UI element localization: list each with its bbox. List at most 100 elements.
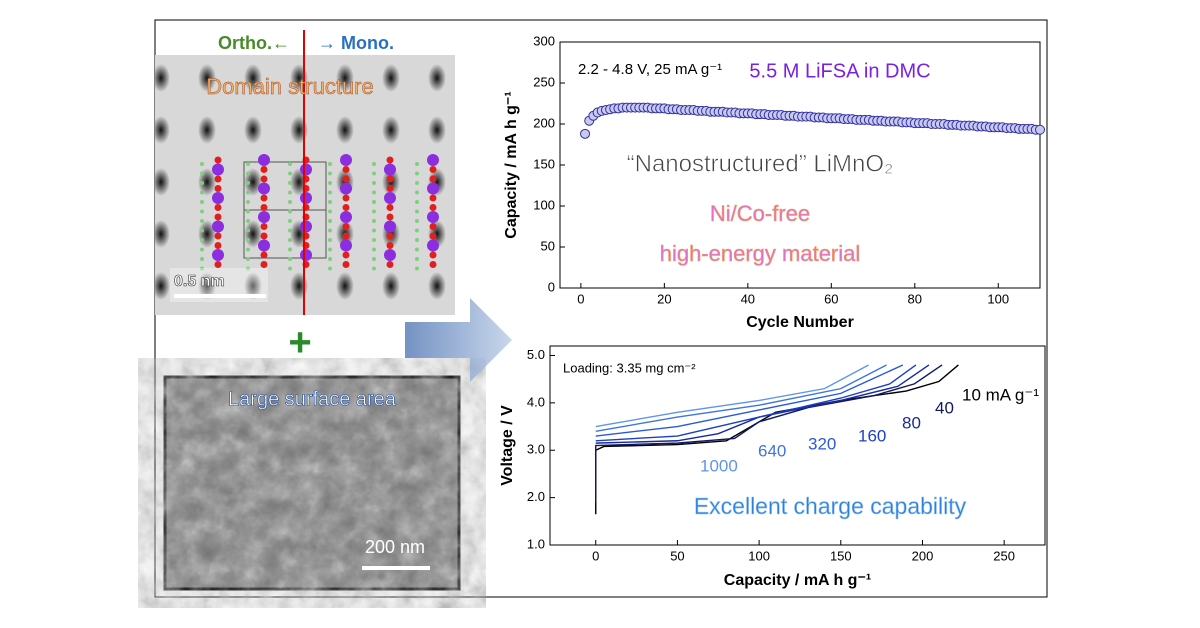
curve	[595, 364, 869, 428]
atom	[200, 238, 204, 242]
atom	[200, 209, 204, 214]
atom	[427, 211, 439, 223]
y-tick-label: 50	[541, 238, 555, 253]
atom	[372, 228, 376, 233]
atom	[300, 249, 312, 261]
scale-label: 0.5 nm	[174, 273, 225, 290]
atom	[427, 239, 439, 252]
atom	[386, 175, 394, 183]
atom	[328, 266, 332, 271]
atom	[288, 257, 292, 261]
atom	[340, 154, 352, 166]
atom	[415, 190, 419, 195]
atom	[288, 228, 292, 233]
atom	[212, 249, 224, 261]
atom	[200, 162, 204, 166]
atom	[214, 175, 222, 183]
atom	[415, 200, 419, 204]
atom	[258, 154, 270, 166]
atom	[214, 213, 222, 221]
atom	[260, 204, 268, 211]
annotation: Loading: 3.35 mg cm⁻²	[563, 360, 696, 375]
atom	[200, 219, 204, 223]
scale-label: 200 nm	[365, 537, 425, 557]
atom	[372, 200, 376, 204]
atom	[288, 200, 292, 204]
atom	[372, 266, 376, 271]
atom	[342, 251, 350, 259]
atom	[200, 257, 204, 261]
x-axis-label: Capacity / mA h g⁻¹	[724, 572, 871, 589]
atom	[214, 185, 222, 192]
annotation: “Nanostructured” LiMnO₂	[627, 150, 894, 177]
atom	[288, 162, 292, 166]
atom	[340, 211, 352, 223]
mono-label: → Mono.	[318, 33, 394, 53]
x-tick-label: 0	[592, 548, 599, 563]
atom	[328, 181, 332, 185]
atom	[415, 247, 419, 252]
atom	[429, 261, 437, 268]
atom	[386, 242, 394, 249]
atom	[342, 261, 350, 268]
annotation: 5.5 M LiFSA in DMC	[749, 60, 930, 82]
atom	[288, 181, 292, 185]
atom	[246, 266, 250, 271]
x-tick-label: 100	[987, 291, 1009, 306]
atom	[429, 194, 437, 202]
x-tick-label: 60	[824, 291, 838, 306]
y-tick-label: 300	[533, 33, 555, 48]
curve	[595, 364, 917, 442]
y-tick-label: 200	[533, 115, 555, 130]
atom	[246, 257, 250, 261]
atom	[429, 232, 437, 240]
atom	[328, 228, 332, 233]
atom	[386, 232, 394, 240]
curve	[595, 364, 887, 432]
atom	[372, 247, 376, 252]
atoms	[200, 154, 439, 271]
atom	[300, 220, 312, 233]
atom	[246, 238, 250, 242]
y-tick-label: 250	[533, 74, 555, 89]
atom	[427, 182, 439, 195]
annotation: Ni/Co-free	[710, 201, 810, 226]
series-label: 640	[758, 441, 786, 460]
atom	[214, 242, 222, 249]
atom	[260, 232, 268, 240]
atom	[372, 162, 376, 166]
atom	[342, 194, 350, 202]
atom	[328, 171, 332, 176]
atom	[384, 220, 396, 233]
atom	[415, 266, 419, 271]
atom	[340, 239, 352, 252]
x-tick-label: 250	[993, 548, 1015, 563]
x-tick-label: 200	[912, 548, 934, 563]
atom	[384, 163, 396, 176]
y-tick-label: 5.0	[527, 347, 545, 362]
atom	[328, 219, 332, 223]
atom	[372, 181, 376, 185]
annotation: Excellent charge capability	[694, 493, 967, 519]
series-label: 160	[858, 426, 886, 445]
atom	[214, 156, 222, 164]
y-tick-label: 3.0	[527, 442, 545, 457]
series-label: 40	[935, 398, 954, 417]
atom	[200, 181, 204, 185]
atom	[386, 261, 394, 268]
atom	[342, 223, 350, 230]
plot-frame	[549, 345, 1046, 546]
atom	[384, 249, 396, 261]
atom	[212, 220, 224, 233]
series-label: 320	[808, 434, 836, 453]
atom	[200, 171, 204, 176]
atom	[288, 238, 292, 242]
atom	[328, 247, 332, 252]
atom	[200, 200, 204, 204]
atom	[246, 200, 250, 204]
atom	[246, 181, 250, 185]
atom	[386, 185, 394, 192]
y-tick-label: 2.0	[527, 489, 545, 504]
atom	[214, 232, 222, 240]
